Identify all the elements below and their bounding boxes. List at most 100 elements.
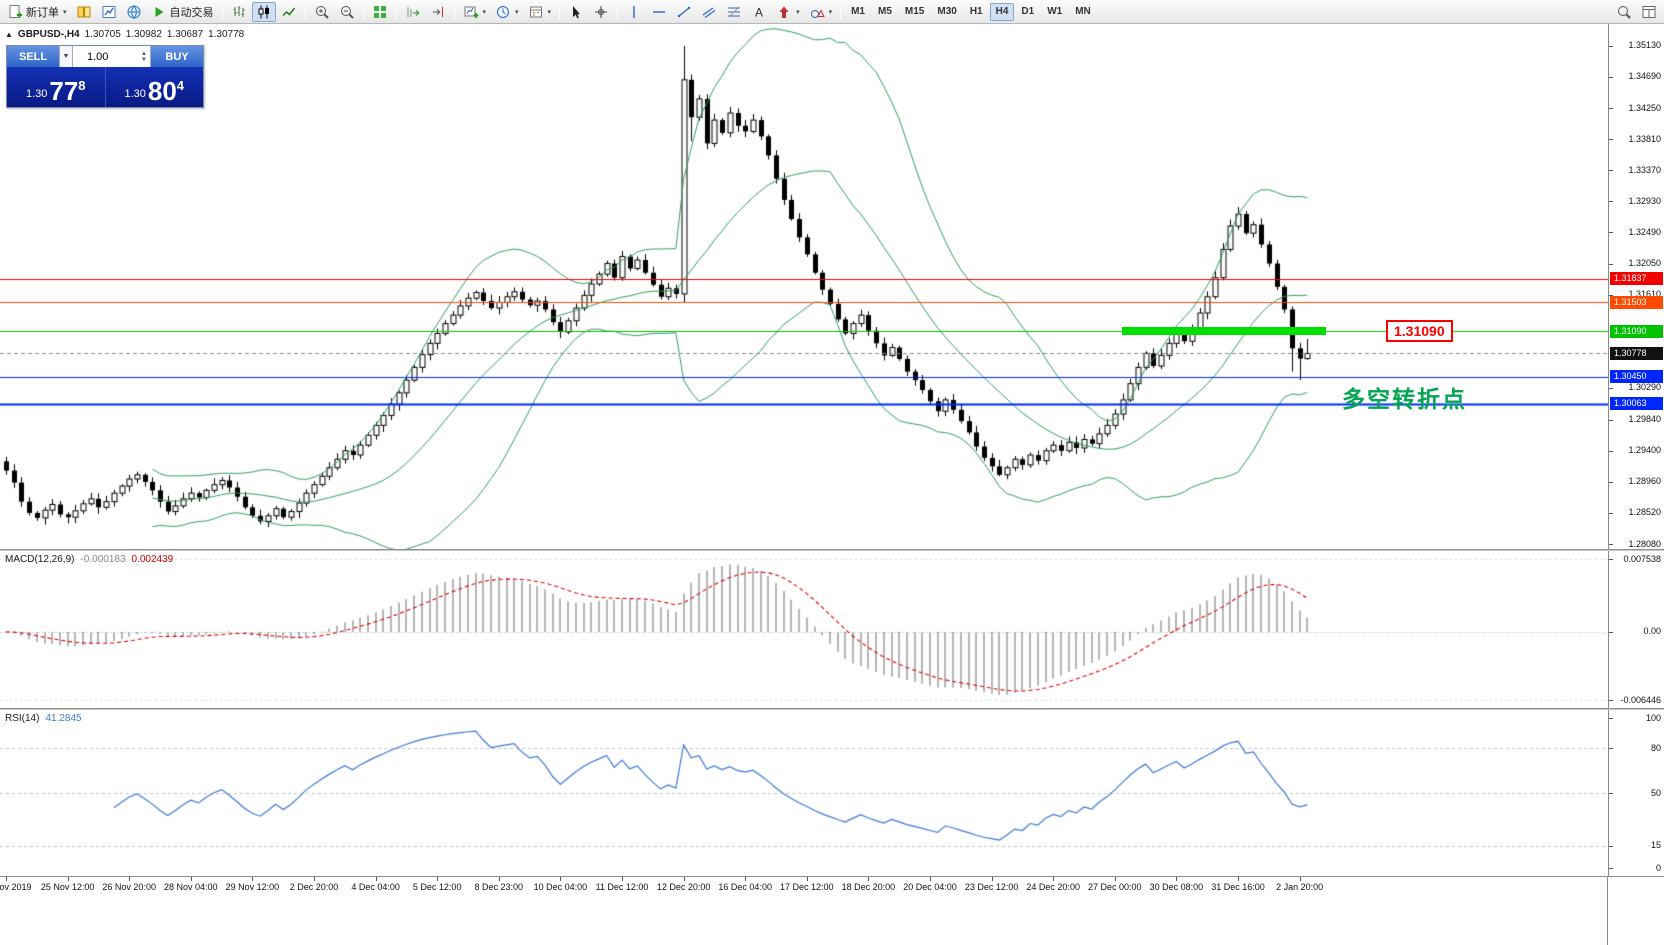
rsi-axis-label: 80	[1650, 742, 1661, 753]
buy-button[interactable]: BUY	[151, 46, 203, 67]
horizontal-line-button[interactable]	[647, 2, 671, 22]
macd-scale[interactable]: 0.007538 0.00 -0.006446	[1608, 551, 1664, 708]
new-chart-button[interactable]: ▾	[459, 2, 491, 22]
zoom-out-button[interactable]	[335, 2, 359, 22]
macd-canvas[interactable]	[0, 551, 1608, 708]
price-tick-label: 1.35130	[1628, 40, 1661, 51]
data-window-button[interactable]	[97, 2, 121, 22]
price-tick-label: 1.34690	[1628, 71, 1661, 82]
buy-price-button[interactable]: 1.30 80 4	[106, 67, 204, 107]
timeframe-m5-button[interactable]: M5	[878, 6, 892, 17]
website-button[interactable]	[122, 2, 146, 22]
new-order-label: 新订单	[26, 6, 59, 19]
timeframe-h4-button[interactable]: H4	[989, 2, 1015, 21]
macd-label: MACD(12,26,9) -0.000183 0.002439	[5, 554, 173, 565]
fibonacci-button[interactable]	[722, 2, 746, 22]
trendline-button[interactable]	[672, 2, 696, 22]
timeframe-m15-button[interactable]: M15	[904, 6, 925, 17]
channel-icon	[702, 7, 716, 18]
timeframe-d1-button[interactable]: D1	[1021, 6, 1035, 17]
time-label: 26 Nov 20:00	[102, 882, 156, 892]
sell-price-button[interactable]: 1.30 77 8	[7, 67, 105, 107]
rsi-canvas[interactable]	[0, 710, 1608, 876]
time-label: 20 Dec 04:00	[903, 882, 957, 892]
autotrading-button[interactable]: 自动交易	[147, 2, 218, 22]
candlestick-chart-type-button[interactable]	[251, 1, 276, 22]
timeframe-m1-button[interactable]: M1	[851, 6, 865, 17]
price-callout-label[interactable]: 1.31090	[1386, 320, 1453, 343]
autotrading-play-icon	[151, 4, 167, 20]
volume-input[interactable]: 1.00 ▲ ▼	[73, 46, 151, 67]
time-label: 10 Dec 04:00	[533, 882, 588, 892]
text-label-button[interactable]: A	[747, 2, 771, 22]
crosshair-button[interactable]	[589, 2, 613, 22]
search-button[interactable]	[1612, 2, 1636, 22]
time-label: 31 Dec 16:00	[1211, 882, 1265, 892]
panel-divider[interactable]	[0, 708, 1664, 710]
time-tick-mark	[314, 877, 315, 881]
volume-up-icon[interactable]: ▲	[141, 50, 147, 57]
toolbar-separator	[840, 3, 842, 20]
arrows-button[interactable]: ▾	[772, 2, 804, 22]
zoom-in-button[interactable]	[310, 2, 334, 22]
channel-button[interactable]	[697, 2, 721, 22]
price-tick-label: 1.29400	[1628, 445, 1661, 456]
new-chart-icon	[464, 6, 479, 18]
rsi-scale[interactable]: 100 80 50 15 0	[1608, 710, 1664, 876]
toolbar-separator	[559, 3, 561, 20]
timeframe-w1-button[interactable]: W1	[1047, 6, 1063, 17]
price-tick-mark	[1609, 170, 1613, 171]
price-scale[interactable]: 1.35130 1.34690 1.34250 1.33810 1.33370 1.329…	[1608, 24, 1664, 549]
rsi-axis-label: 0	[1655, 862, 1661, 873]
time-tick-mark	[437, 877, 438, 881]
sell-button[interactable]: SELL	[7, 46, 59, 67]
ohlc-open: 1.30705	[84, 29, 121, 40]
time-label: 29 Nov 12:00	[225, 882, 280, 892]
line-chart-type-button[interactable]	[277, 2, 301, 22]
rsi-panel: RSI(14) 41.2845 100 80 50 15 0	[0, 710, 1664, 876]
main-chart-canvas[interactable]	[0, 24, 1608, 549]
market-watch-button[interactable]	[72, 2, 96, 22]
window-layout-button[interactable]	[1637, 2, 1661, 22]
price-tick-mark	[1609, 264, 1613, 265]
time-label: 25 Nov 12:00	[40, 882, 95, 892]
templates-button[interactable]: ▾	[524, 2, 556, 22]
main-plot: ▲ GBPUSD-,H4 1.30705 1.30982 1.30687 1.3…	[0, 24, 1608, 549]
vertical-line-button[interactable]	[622, 2, 646, 22]
toolbar-separator	[362, 3, 364, 20]
new-order-icon	[7, 4, 23, 20]
macd-name: MACD(12,26,9)	[5, 554, 75, 565]
zoom-out-icon	[340, 5, 354, 19]
timeframe-h1-button[interactable]: H1	[969, 6, 983, 17]
panel-divider[interactable]	[0, 549, 1664, 551]
volume-down-icon[interactable]: ▼	[141, 56, 147, 63]
volume-dropdown-button[interactable]: ▼	[59, 46, 73, 67]
period-clock-button[interactable]: ▾	[491, 2, 523, 22]
chevron-down-icon: ▾	[515, 8, 519, 16]
macd-plot: MACD(12,26,9) -0.000183 0.002439	[0, 551, 1608, 708]
new-order-button[interactable]: 新订单 ▾	[3, 2, 71, 22]
one-click-toggle-icon[interactable]: ▲	[5, 30, 13, 39]
cursor-button[interactable]	[564, 2, 588, 22]
tile-windows-button[interactable]	[368, 2, 392, 22]
time-tick-mark	[1238, 877, 1239, 881]
price-tick-label: 1.28080	[1628, 538, 1661, 549]
price-tag: 1.31090	[1610, 324, 1663, 338]
time-tick-mark	[191, 877, 192, 881]
rsi-tick-mark	[1609, 793, 1613, 794]
annotation-note-text[interactable]: 多空转折点	[1342, 386, 1467, 412]
rsi-axis-label: 50	[1650, 787, 1661, 798]
price-tick-label: 1.28520	[1628, 507, 1661, 518]
price-tick-mark	[1609, 77, 1613, 78]
auto-scroll-button[interactable]	[401, 2, 425, 22]
chart-shift-button[interactable]	[426, 2, 450, 22]
shapes-button[interactable]: ▾	[805, 2, 837, 22]
timeframe-mn-button[interactable]: MN	[1075, 6, 1091, 17]
time-axis[interactable]: 22 Nov 2019 25 Nov 12:00 26 Nov 20:00 28 No…	[0, 876, 1664, 945]
one-click-trading-panel: SELL ▼ 1.00 ▲ ▼ BUY 1.30 77 8 1.30 80 4	[6, 45, 204, 108]
timeframe-m30-button[interactable]: M30	[937, 6, 957, 17]
bar-chart-type-button[interactable]	[227, 2, 251, 22]
time-tick-mark	[992, 877, 993, 881]
support-highlight-line[interactable]	[1122, 327, 1326, 336]
ohlc-close: 1.30778	[208, 29, 245, 40]
